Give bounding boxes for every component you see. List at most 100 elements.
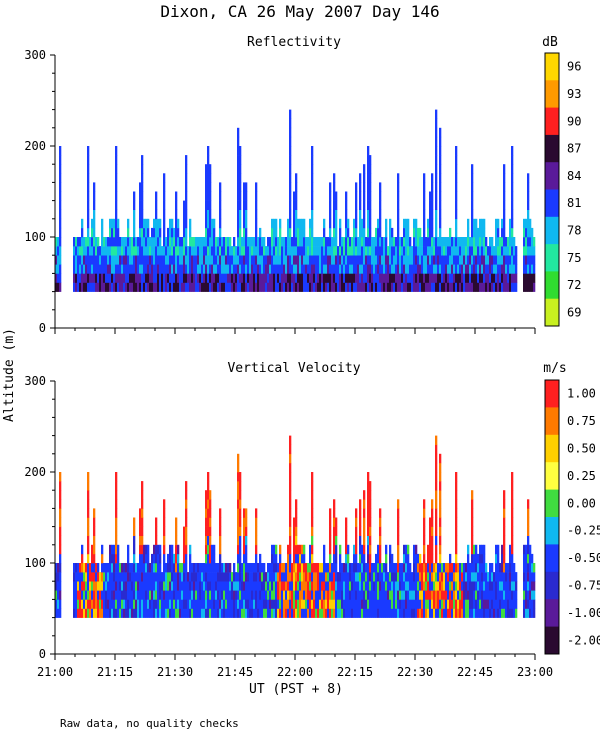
data-cell bbox=[189, 608, 192, 618]
data-cell bbox=[137, 590, 140, 600]
data-cell bbox=[485, 282, 488, 292]
data-cell bbox=[149, 581, 152, 591]
data-cell bbox=[473, 544, 476, 555]
data-cell bbox=[85, 273, 88, 283]
data-cell bbox=[201, 264, 204, 274]
data-cell bbox=[185, 553, 188, 564]
data-cell bbox=[399, 572, 402, 582]
data-cell bbox=[367, 544, 370, 555]
data-cell bbox=[327, 608, 330, 618]
data-cell bbox=[397, 191, 400, 201]
data-cell bbox=[419, 255, 422, 265]
data-cell bbox=[243, 581, 246, 591]
data-cell bbox=[259, 282, 262, 292]
data-cell bbox=[295, 282, 298, 292]
data-cell bbox=[393, 581, 396, 591]
data-cell bbox=[177, 227, 180, 238]
data-cell bbox=[435, 136, 438, 147]
data-cell bbox=[137, 255, 140, 265]
data-cell bbox=[103, 608, 106, 618]
data-cell bbox=[103, 581, 106, 591]
data-cell bbox=[123, 264, 126, 274]
data-cell bbox=[435, 499, 438, 509]
data-cell bbox=[325, 273, 328, 283]
data-cell bbox=[333, 264, 336, 274]
data-cell bbox=[289, 273, 292, 283]
data-cell bbox=[331, 608, 334, 618]
data-cell bbox=[391, 572, 394, 582]
data-cell bbox=[239, 182, 242, 192]
data-cell bbox=[195, 590, 198, 600]
data-cell bbox=[365, 237, 368, 247]
data-cell bbox=[183, 590, 186, 600]
data-cell bbox=[323, 218, 326, 229]
data-cell bbox=[123, 273, 126, 283]
data-cell bbox=[289, 127, 292, 138]
data-cell bbox=[125, 264, 128, 274]
data-cell bbox=[87, 481, 90, 491]
data-cell bbox=[435, 472, 438, 482]
data-cell bbox=[157, 590, 160, 600]
data-cell bbox=[435, 608, 438, 618]
data-cell bbox=[181, 608, 184, 618]
data-cell bbox=[495, 590, 498, 600]
data-cell bbox=[193, 590, 196, 600]
data-cell bbox=[403, 581, 406, 591]
data-cell bbox=[243, 227, 246, 238]
data-cell bbox=[513, 563, 516, 573]
data-cell bbox=[205, 572, 208, 582]
data-cell bbox=[253, 273, 256, 283]
data-cell bbox=[139, 255, 142, 265]
data-cell bbox=[455, 499, 458, 509]
data-cell bbox=[453, 273, 456, 283]
data-cell bbox=[95, 563, 98, 573]
data-cell bbox=[127, 590, 130, 600]
data-cell bbox=[89, 572, 92, 582]
data-cell bbox=[409, 273, 412, 283]
data-cell bbox=[155, 264, 158, 274]
data-cell bbox=[471, 246, 474, 256]
data-cell bbox=[435, 481, 438, 491]
data-cell bbox=[195, 599, 198, 609]
data-cell bbox=[167, 246, 170, 256]
data-cell bbox=[369, 218, 372, 229]
data-cell bbox=[381, 563, 384, 573]
data-cell bbox=[307, 590, 310, 600]
data-cell bbox=[407, 563, 410, 573]
data-cell bbox=[449, 237, 452, 247]
data-cell bbox=[445, 608, 448, 618]
data-cell bbox=[227, 255, 230, 265]
data-cell bbox=[395, 237, 398, 247]
data-cell bbox=[427, 590, 430, 600]
data-cell bbox=[367, 481, 370, 491]
data-cell bbox=[345, 599, 348, 609]
data-cell bbox=[345, 553, 348, 564]
data-cell bbox=[367, 526, 370, 536]
data-cell bbox=[239, 209, 242, 220]
data-cell bbox=[139, 227, 142, 238]
data-cell bbox=[175, 209, 178, 220]
data-cell bbox=[459, 581, 462, 591]
data-cell bbox=[257, 563, 260, 573]
data-cell bbox=[359, 544, 362, 555]
data-cell bbox=[471, 590, 474, 600]
data-cell bbox=[291, 246, 294, 256]
data-cell bbox=[141, 590, 144, 600]
data-cell bbox=[219, 227, 222, 238]
data-cell bbox=[391, 273, 394, 283]
data-cell bbox=[501, 282, 504, 292]
data-cell bbox=[185, 599, 188, 609]
data-cell bbox=[75, 282, 78, 292]
data-cell bbox=[503, 581, 506, 591]
data-cell bbox=[93, 218, 96, 229]
data-cell bbox=[129, 563, 132, 573]
data-cell bbox=[423, 581, 426, 591]
data-cell bbox=[107, 608, 110, 618]
data-cell bbox=[333, 191, 336, 201]
data-cell bbox=[59, 246, 62, 256]
data-cell bbox=[153, 553, 156, 564]
data-cell bbox=[83, 264, 86, 274]
data-cell bbox=[175, 218, 178, 229]
data-cell bbox=[345, 590, 348, 600]
data-cell bbox=[501, 590, 504, 600]
